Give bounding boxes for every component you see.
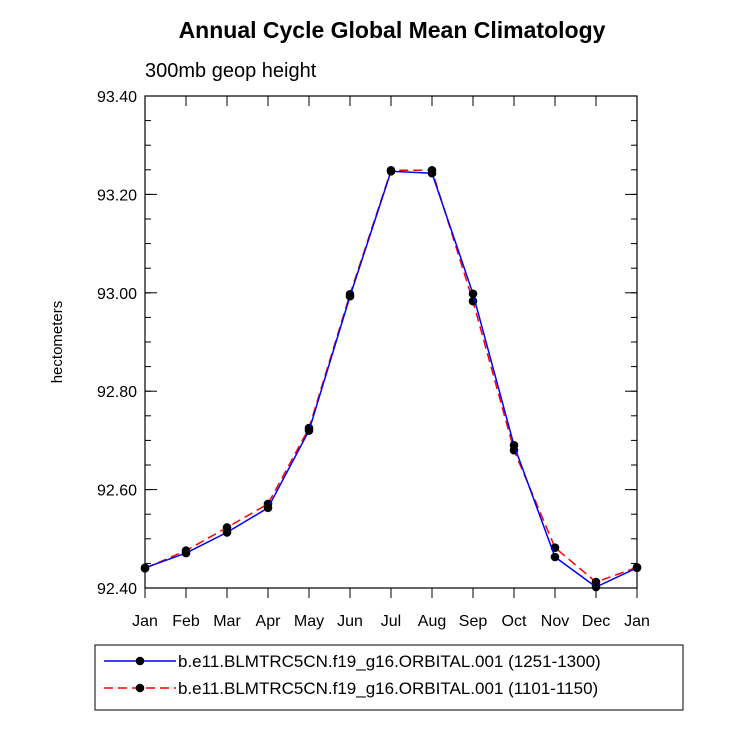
x-tick-label: Jan: [132, 613, 158, 630]
series-1: [140, 166, 642, 592]
x-tick-label: Nov: [541, 613, 569, 630]
data-point: [263, 503, 273, 513]
legend-label: b.e11.BLMTRC5CN.f19_g16.ORBITAL.001 (110…: [178, 679, 598, 698]
data-point: [591, 582, 601, 592]
chart-subtitle: 300mb geop height: [145, 60, 317, 82]
y-tick-label: 92.60: [97, 483, 137, 500]
series-layer: [140, 165, 642, 592]
y-axis-ticks: 92.40 92.60 92.80 93.00 93.20 93.40: [97, 89, 637, 598]
x-tick-label: Sep: [459, 613, 488, 630]
data-point: [181, 548, 191, 558]
data-point: [468, 289, 478, 299]
y-tick-label: 92.80: [97, 384, 137, 401]
x-tick-label: Feb: [172, 613, 200, 630]
legend-entry-2: b.e11.BLMTRC5CN.f19_g16.ORBITAL.001 (110…: [104, 679, 598, 698]
x-tick-label: Dec: [582, 613, 610, 630]
data-point: [345, 291, 355, 301]
legend: b.e11.BLMTRC5CN.f19_g16.ORBITAL.001 (125…: [94, 644, 684, 711]
y-axis-label: hectometers: [49, 301, 66, 384]
x-tick-label: Jun: [337, 613, 363, 630]
series-line: [144, 170, 638, 588]
series-2: [140, 165, 642, 587]
plot-frame: [144, 95, 638, 589]
data-point: [304, 426, 314, 435]
x-tick-label: Aug: [418, 613, 446, 630]
data-point: [550, 552, 560, 562]
x-tick-label: Jan: [624, 613, 650, 630]
x-tick-label: Jul: [381, 613, 401, 630]
legend-box: [94, 644, 684, 711]
y-tick-label: 92.40: [97, 581, 137, 598]
chart-title: Annual Cycle Global Mean Climatology: [179, 17, 606, 43]
x-axis-ticks: Jan Feb Mar Apr May Jun Jul Aug Sep Oct Nov Dec Jan: [132, 96, 650, 630]
legend-marker: [135, 656, 145, 666]
data-point: [509, 441, 519, 450]
x-tick-label: Mar: [213, 613, 241, 630]
legend-label: b.e11.BLMTRC5CN.f19_g16.ORBITAL.001 (125…: [178, 652, 601, 671]
series-line: [144, 169, 638, 583]
data-point: [222, 528, 232, 537]
x-tick-label: May: [294, 613, 324, 630]
data-point: [386, 166, 396, 176]
y-tick-label: 93.40: [97, 89, 137, 106]
legend-marker: [135, 683, 145, 693]
x-tick-label: Apr: [256, 613, 282, 630]
x-tick-label: Oct: [502, 613, 527, 630]
legend-entry-1: b.e11.BLMTRC5CN.f19_g16.ORBITAL.001 (125…: [104, 652, 601, 671]
y-tick-label: 93.00: [97, 286, 137, 303]
data-point: [427, 168, 437, 178]
y-tick-label: 93.20: [97, 187, 137, 204]
